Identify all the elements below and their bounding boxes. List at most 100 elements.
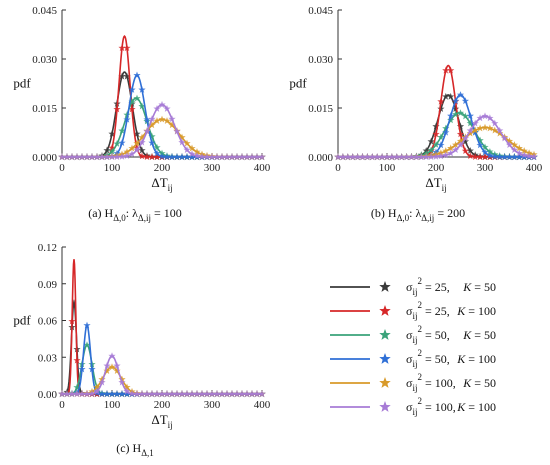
series-marker [437,105,445,112]
series-marker [133,71,141,79]
series-marker [432,140,440,148]
series-marker [148,121,156,129]
series-marker [456,141,465,149]
legend-label: σij2 = 100, [406,396,456,417]
series-marker [58,153,66,161]
y-axis-label: pdf [13,313,31,328]
series-marker [173,390,181,398]
x-tick-label: 100 [104,162,121,174]
series-marker [133,130,141,137]
x-tick-label: 100 [104,399,121,411]
x-tick-label: 200 [154,399,171,411]
series-marker [113,139,121,147]
series-marker [491,152,499,160]
series-marker [198,390,206,398]
series-marker [98,153,106,161]
x-tick-label: 200 [154,162,171,174]
x-axis-label-main: ΔT [151,175,167,190]
series-marker [339,153,347,161]
series-marker [427,153,435,160]
series-marker [451,146,460,154]
series-marker [447,149,455,157]
series-marker [83,321,91,329]
series-marker [93,387,101,395]
series-marker [98,378,106,386]
series-marker [476,153,484,161]
y-tick-label: 0.015 [308,103,333,115]
series-line-1 [62,71,262,158]
series-marker [393,153,401,161]
series-marker [168,153,176,161]
series-marker [153,153,161,161]
series-marker [188,150,196,158]
series-marker [442,151,450,159]
series-marker [168,390,176,398]
series-marker [143,115,151,123]
series-marker [128,150,136,158]
series-marker [476,124,484,132]
x-tick-label: 400 [254,162,271,174]
series-marker [407,153,416,161]
series-marker [353,153,362,161]
legend-k: K = 50 [462,280,496,294]
series-marker [525,152,533,160]
x-axis-label: ΔTij [425,175,446,193]
x-tick-label: 200 [428,162,445,174]
series-marker [183,139,191,147]
series-marker [233,390,241,398]
chart-panel-3: 0.00 0.03 0.06 0.09 0.12 0 100 200 300 400 pdf ΔTij… [13,242,270,458]
series-marker [113,367,121,374]
series-marker [58,390,66,398]
series-marker [461,134,470,142]
legend-k: K = 100 [456,400,496,414]
series-marker [78,153,86,161]
series-marker [118,44,126,52]
series-marker [118,127,126,134]
legend-entry: σij2 = 25, K = 100 [330,300,496,321]
legend-label: σij2 = 25, [406,300,450,321]
series-marker [334,153,342,161]
series-marker [373,153,381,161]
series-marker [344,153,352,161]
series-marker [471,128,479,136]
series-marker [456,130,465,138]
series-marker [510,141,519,148]
series-marker [491,126,499,134]
series-marker [481,148,489,156]
x-axis-label-sub: ij [168,420,173,430]
series-marker [486,147,494,155]
series-marker [183,146,191,153]
series-marker [451,105,460,112]
series-marker [178,138,186,146]
x-axis-label-sub: ij [168,183,173,193]
series-line-2 [62,34,262,158]
series-marker [83,341,91,349]
series-marker [123,390,131,398]
series-marker [153,390,161,398]
series-marker [78,390,86,398]
series-marker [496,126,504,134]
series-marker [123,111,131,118]
series-marker [163,390,171,398]
series-marker [466,112,474,120]
series-marker [168,115,176,123]
series-marker [188,144,196,152]
series-marker [148,115,156,123]
series-marker [520,147,528,155]
series-marker [505,137,514,145]
series-marker [173,127,181,135]
series-marker [218,390,226,398]
series-marker [437,141,445,149]
series-marker [253,390,261,398]
series-marker [530,152,538,160]
legend-star-icon [379,401,391,412]
series-marker [193,390,201,398]
series-marker [153,149,161,157]
series-marker [476,114,484,122]
series-marker [153,143,161,151]
series-marker [73,390,81,398]
series-marker [123,115,131,123]
y-tick-label: 0.12 [38,242,57,254]
series-marker [398,153,406,161]
series-marker [515,144,523,152]
